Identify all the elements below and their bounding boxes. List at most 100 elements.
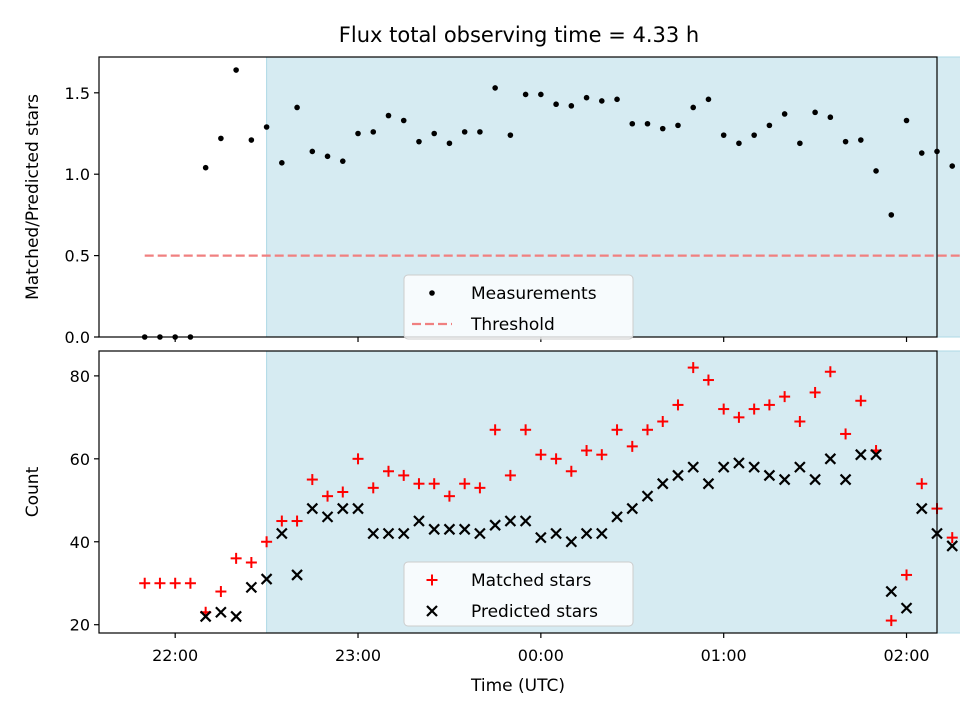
- measurement-point: [370, 129, 377, 135]
- matched-stars-point: [748, 403, 760, 415]
- predicted-stars-point: [428, 523, 440, 536]
- measurement-point: [553, 101, 559, 108]
- x-b: [946, 540, 959, 552]
- predicted-stars-point: [382, 527, 395, 540]
- y-tick-label: 60: [70, 450, 90, 469]
- predicted-stars-point: [352, 502, 364, 515]
- matched-stars-point: [367, 482, 379, 494]
- predicted-stars-point: [321, 511, 334, 523]
- x-b: [519, 515, 532, 527]
- x-b: [199, 610, 212, 623]
- measurement-point: [416, 138, 422, 145]
- predicted-stars-point: [443, 523, 456, 536]
- matched-stars-point: [154, 577, 166, 589]
- legend-label: Threshold: [470, 315, 555, 335]
- predicted-stars-point: [535, 531, 547, 544]
- measurement-point: [248, 137, 255, 143]
- predicted-stars-point: [474, 527, 486, 540]
- measurement-point: [355, 130, 361, 137]
- x-b: [855, 448, 867, 461]
- measurement-point: [797, 140, 803, 147]
- measurement-point: [522, 91, 529, 98]
- predicted-stars-point: [824, 453, 837, 465]
- measurement-point: [324, 153, 331, 160]
- predicted-stars-point: [489, 519, 501, 531]
- ratio-panel: 0.0 0.5 1.0 1.5 Matched/Predicted stars Measu…: [23, 56, 960, 347]
- measurement-point: [659, 125, 666, 132]
- measurement-point: [339, 158, 346, 164]
- legend-frame: [403, 561, 634, 627]
- measurement-point: [781, 111, 788, 117]
- measurement-point: [766, 122, 773, 129]
- x-b: [717, 461, 730, 473]
- measurement-point: [827, 114, 834, 121]
- x-axis-label: Time (UTC): [470, 676, 565, 696]
- matched-stars-point: [535, 449, 547, 461]
- x-b: [900, 602, 913, 614]
- predicted-stars-point: [672, 469, 684, 482]
- predicted-stars-point: [306, 502, 319, 515]
- y-tick-label: 20: [70, 616, 90, 635]
- x-tick-label: 02:00: [883, 646, 929, 665]
- legend-label: Measurements: [471, 284, 597, 304]
- legend-label: Matched stars: [471, 571, 591, 591]
- x-b: [352, 502, 364, 515]
- x-tick-label: 01:00: [701, 646, 747, 665]
- measurement-point: [736, 140, 742, 147]
- x-b: [428, 523, 440, 536]
- predicted-stars-point: [397, 527, 410, 540]
- measurement-point: [400, 117, 407, 124]
- matched-stars-point: [550, 453, 562, 465]
- matched-stars-point: [763, 399, 775, 411]
- measurement-point: [492, 85, 498, 91]
- matched-stars-point: [565, 465, 577, 477]
- count-y-axis-label: Count: [23, 466, 43, 517]
- predicted-stars-point: [504, 515, 517, 527]
- x-b: [839, 473, 852, 486]
- matched-stars-point: [885, 615, 897, 627]
- x-b: [245, 581, 258, 594]
- x-b: [733, 457, 745, 469]
- matched-stars-point: [672, 399, 684, 411]
- legend-marker-predicted-b: [426, 605, 438, 617]
- x-b: [276, 527, 288, 540]
- x-b: [550, 527, 562, 540]
- matched-stars-point: [398, 469, 410, 481]
- predicted-stars-point: [215, 606, 227, 619]
- x-b: [687, 461, 699, 473]
- predicted-stars-point: [778, 473, 791, 486]
- matched-stars-point: [718, 403, 730, 415]
- matched-stars-point: [306, 474, 318, 486]
- predicted-stars-point: [580, 527, 593, 540]
- predicted-stars-point: [245, 581, 258, 594]
- x-b: [596, 527, 608, 540]
- measurement-point: [202, 164, 209, 171]
- predicted-stars-point: [413, 515, 425, 527]
- matched-stars-point: [504, 469, 516, 481]
- predicted-stars-point: [611, 511, 623, 523]
- x-b: [672, 469, 684, 482]
- matched-stars-point: [596, 449, 608, 461]
- x-b: [504, 515, 517, 527]
- measurement-point: [431, 130, 438, 137]
- measurement-point: [294, 104, 300, 111]
- predicted-stars-point: [839, 473, 852, 486]
- matched-stars-point: [352, 453, 364, 465]
- count-axes-frame: [98, 350, 938, 634]
- matched-stars-point: [733, 411, 745, 423]
- y-tick-label: 0.5: [65, 247, 90, 266]
- measurement-point: [385, 112, 392, 119]
- ratio-y-axis-label: Matched/Predicted stars: [23, 94, 43, 300]
- matched-stars-point: [779, 391, 791, 403]
- predicted-stars-point: [915, 502, 928, 515]
- matched-stars-point: [855, 395, 867, 407]
- x-b: [778, 473, 791, 486]
- x-b: [565, 535, 578, 548]
- measurement-point: [705, 96, 712, 103]
- x-b: [870, 448, 882, 461]
- predicted-stars-point: [260, 573, 273, 585]
- y-tick-label: 40: [70, 533, 90, 552]
- x-b: [535, 531, 547, 544]
- measurement-point: [675, 122, 681, 129]
- x-tick-label: 23:00: [335, 646, 381, 665]
